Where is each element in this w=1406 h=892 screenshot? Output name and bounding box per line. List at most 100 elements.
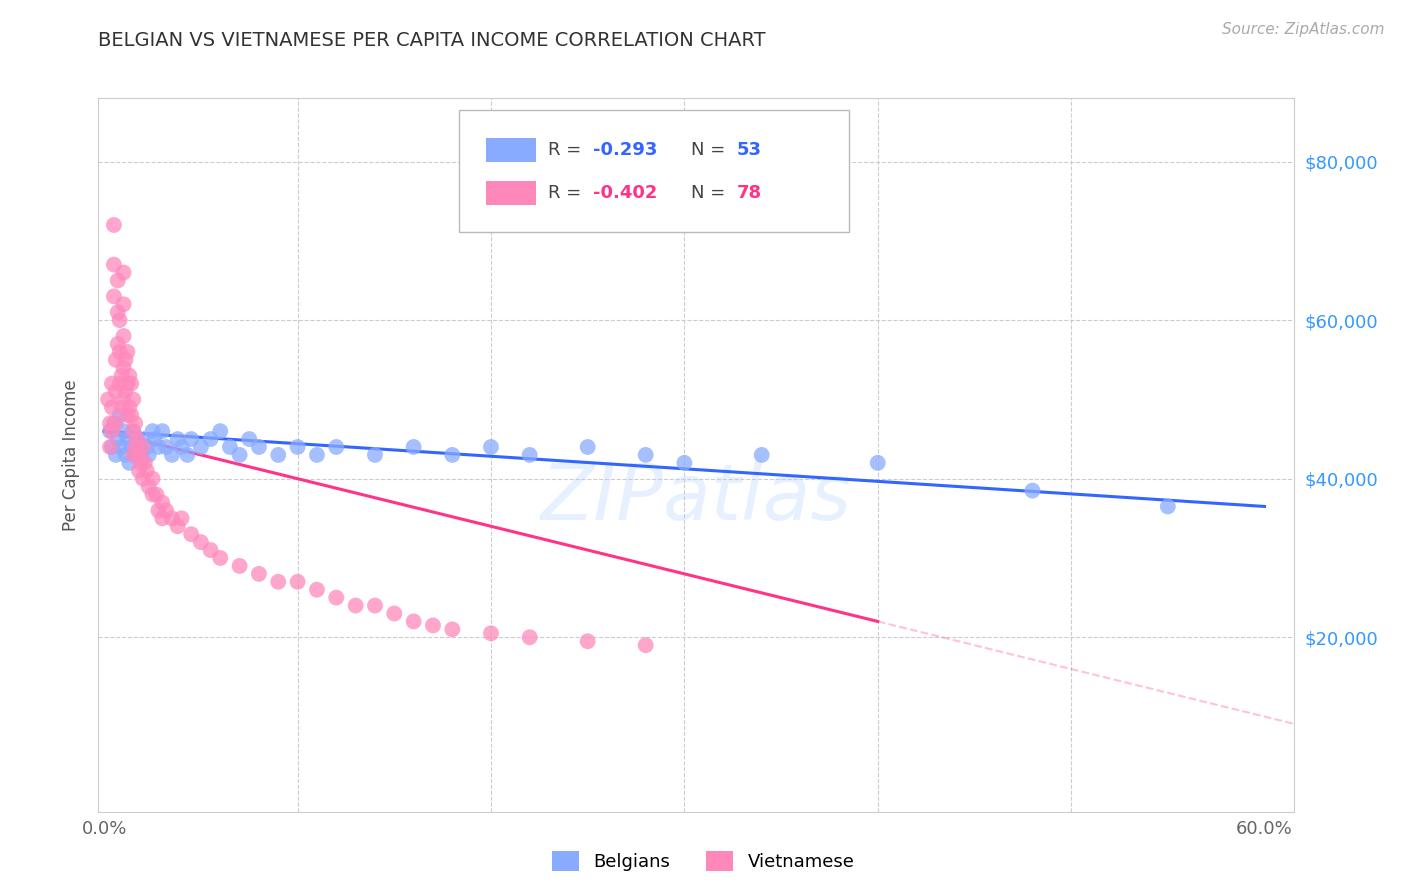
- Point: [103, 416, 125, 430]
- Point: [364, 599, 387, 613]
- Point: [108, 344, 131, 359]
- Point: [305, 582, 328, 597]
- Point: [127, 432, 149, 446]
- FancyBboxPatch shape: [485, 138, 536, 162]
- Point: [1157, 500, 1180, 514]
- Point: [142, 487, 165, 501]
- Point: [114, 352, 136, 367]
- Point: [118, 368, 141, 383]
- Point: [150, 495, 173, 509]
- Point: [108, 409, 131, 423]
- Point: [441, 623, 464, 637]
- Point: [155, 503, 177, 517]
- Point: [190, 440, 212, 454]
- FancyBboxPatch shape: [460, 111, 849, 232]
- Point: [117, 432, 139, 446]
- Point: [117, 344, 139, 359]
- Point: [150, 424, 173, 438]
- Point: [135, 440, 157, 454]
- Point: [117, 376, 139, 391]
- Point: [325, 440, 347, 454]
- Point: [108, 376, 131, 391]
- Point: [124, 416, 146, 430]
- Point: [148, 503, 170, 517]
- Point: [247, 566, 270, 581]
- Point: [634, 448, 657, 462]
- Point: [122, 392, 145, 407]
- Point: [228, 558, 250, 573]
- Point: [132, 432, 155, 446]
- Text: N =: N =: [692, 184, 731, 202]
- Point: [180, 527, 202, 541]
- Point: [576, 440, 599, 454]
- Point: [98, 424, 121, 438]
- Point: [104, 416, 127, 430]
- Point: [108, 313, 131, 327]
- Point: [120, 376, 142, 391]
- Point: [120, 409, 142, 423]
- Point: [209, 424, 232, 438]
- Point: [479, 440, 502, 454]
- Point: [176, 448, 198, 462]
- Point: [145, 487, 167, 501]
- Point: [422, 618, 444, 632]
- Point: [238, 432, 260, 446]
- Point: [118, 401, 141, 415]
- FancyBboxPatch shape: [485, 181, 536, 205]
- Point: [142, 472, 165, 486]
- Point: [118, 456, 141, 470]
- Point: [111, 401, 134, 415]
- Point: [104, 448, 127, 462]
- Point: [170, 511, 193, 525]
- Point: [364, 448, 387, 462]
- Point: [114, 384, 136, 399]
- Point: [134, 456, 156, 470]
- Text: ZIPatlas: ZIPatlas: [540, 459, 852, 536]
- Point: [1021, 483, 1043, 498]
- Point: [111, 368, 134, 383]
- Point: [101, 401, 124, 415]
- Point: [344, 599, 367, 613]
- Point: [112, 329, 135, 343]
- Point: [402, 440, 425, 454]
- Point: [120, 440, 142, 454]
- Point: [138, 480, 160, 494]
- Point: [150, 511, 173, 525]
- Text: Source: ZipAtlas.com: Source: ZipAtlas.com: [1222, 22, 1385, 37]
- Point: [128, 440, 150, 454]
- Point: [101, 424, 124, 438]
- Point: [170, 440, 193, 454]
- Legend: Belgians, Vietnamese: Belgians, Vietnamese: [544, 844, 862, 879]
- Point: [107, 432, 129, 446]
- Point: [114, 448, 136, 462]
- Point: [148, 440, 170, 454]
- Point: [634, 638, 657, 652]
- Point: [107, 273, 129, 287]
- Point: [267, 448, 290, 462]
- Point: [103, 258, 125, 272]
- Point: [129, 456, 152, 470]
- Point: [128, 464, 150, 478]
- Point: [190, 535, 212, 549]
- Point: [112, 424, 135, 438]
- Point: [101, 440, 124, 454]
- Text: R =: R =: [548, 184, 586, 202]
- Point: [200, 543, 222, 558]
- Point: [267, 574, 290, 589]
- Point: [112, 392, 135, 407]
- Point: [155, 440, 177, 454]
- Point: [111, 440, 134, 454]
- Point: [305, 448, 328, 462]
- Point: [166, 519, 188, 533]
- Point: [98, 440, 121, 454]
- Point: [479, 626, 502, 640]
- Text: R =: R =: [548, 141, 586, 159]
- Point: [751, 448, 773, 462]
- Point: [180, 432, 202, 446]
- Point: [97, 392, 120, 407]
- Point: [107, 305, 129, 319]
- Point: [441, 448, 464, 462]
- Point: [866, 456, 889, 470]
- Text: 78: 78: [737, 184, 762, 202]
- Point: [117, 409, 139, 423]
